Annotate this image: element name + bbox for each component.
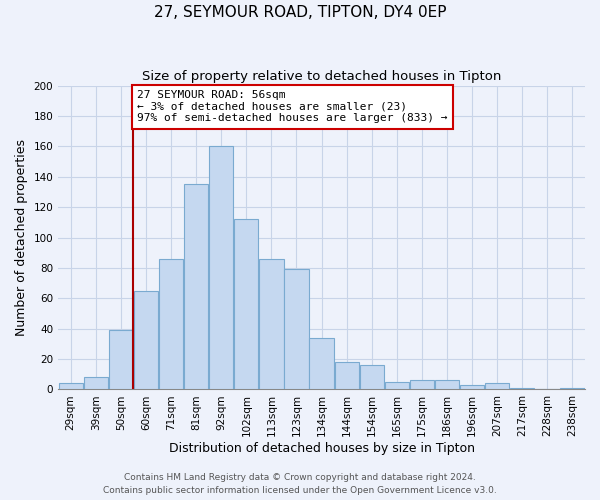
Bar bbox=[485, 384, 509, 390]
Bar bbox=[460, 385, 484, 390]
Bar bbox=[209, 146, 233, 390]
Title: Size of property relative to detached houses in Tipton: Size of property relative to detached ho… bbox=[142, 70, 501, 83]
Y-axis label: Number of detached properties: Number of detached properties bbox=[15, 139, 28, 336]
Bar bbox=[234, 220, 259, 390]
Bar bbox=[83, 378, 108, 390]
Bar bbox=[259, 259, 284, 390]
Bar bbox=[134, 290, 158, 390]
Text: Contains HM Land Registry data © Crown copyright and database right 2024.
Contai: Contains HM Land Registry data © Crown c… bbox=[103, 474, 497, 495]
Bar bbox=[159, 259, 183, 390]
Bar bbox=[435, 380, 459, 390]
Bar bbox=[410, 380, 434, 390]
Bar bbox=[335, 362, 359, 390]
Bar bbox=[109, 330, 133, 390]
Bar bbox=[359, 365, 384, 390]
Bar bbox=[510, 388, 535, 390]
Bar bbox=[560, 388, 584, 390]
X-axis label: Distribution of detached houses by size in Tipton: Distribution of detached houses by size … bbox=[169, 442, 475, 455]
Text: 27, SEYMOUR ROAD, TIPTON, DY4 0EP: 27, SEYMOUR ROAD, TIPTON, DY4 0EP bbox=[154, 5, 446, 20]
Bar bbox=[184, 184, 208, 390]
Bar bbox=[310, 338, 334, 390]
Bar bbox=[59, 384, 83, 390]
Text: 27 SEYMOUR ROAD: 56sqm
← 3% of detached houses are smaller (23)
97% of semi-deta: 27 SEYMOUR ROAD: 56sqm ← 3% of detached … bbox=[137, 90, 448, 124]
Bar bbox=[284, 270, 308, 390]
Bar bbox=[385, 382, 409, 390]
